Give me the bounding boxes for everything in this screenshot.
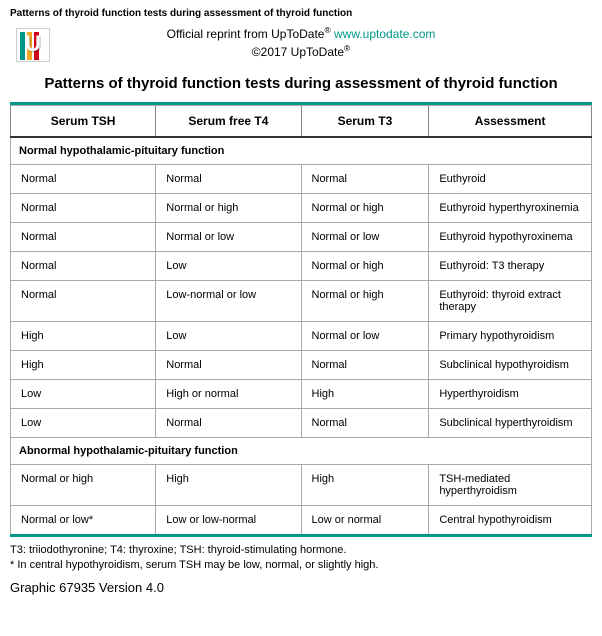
registered-mark: ® — [344, 43, 350, 53]
table-row: LowHigh or normalHighHyperthyroidism — [11, 380, 592, 409]
section-heading-row: Abnormal hypothalamic-pituitary function — [11, 438, 592, 465]
table-cell: Low — [11, 409, 156, 438]
table-cell: Normal — [156, 409, 301, 438]
table-cell: Normal — [11, 223, 156, 252]
top-caption: Patterns of thyroid function tests durin… — [10, 8, 592, 19]
table-cell: High — [156, 465, 301, 506]
table-cell: Normal — [11, 165, 156, 194]
section-heading: Normal hypothalamic-pituitary function — [11, 137, 592, 165]
table-row: HighNormalNormalSubclinical hypothyroidi… — [11, 351, 592, 380]
reprint-prefix: Official reprint from UpToDate — [167, 27, 325, 41]
thyroid-tests-table: Serum TSH Serum free T4 Serum T3 Assessm… — [10, 102, 592, 535]
copyright-line: ©2017 UpToDate® — [10, 43, 592, 59]
col-header-assessment: Assessment — [429, 106, 592, 138]
table-cell: Low-normal or low — [156, 281, 301, 322]
table-cell: Normal — [301, 351, 429, 380]
col-header-tsh: Serum TSH — [11, 106, 156, 138]
table-cell: Normal — [156, 165, 301, 194]
table-cell: Euthyroid hyperthyroxinemia — [429, 194, 592, 223]
table-cell: Normal or high — [301, 252, 429, 281]
table-cell: Normal — [301, 165, 429, 194]
footnote-asterisk: * In central hypothyroidism, serum TSH m… — [10, 558, 592, 573]
table-cell: Euthyroid: T3 therapy — [429, 252, 592, 281]
footnotes: T3: triiodothyronine; T4: thyroxine; TSH… — [10, 543, 592, 574]
page-title: Patterns of thyroid function tests durin… — [10, 75, 592, 92]
copyright-text: ©2017 UpToDate — [252, 45, 344, 59]
table-cell: Normal or low* — [11, 506, 156, 535]
table-cell: Normal or low — [301, 322, 429, 351]
table-cell: High — [301, 380, 429, 409]
table-cell: Normal or high — [301, 281, 429, 322]
table-cell: Low — [11, 380, 156, 409]
table-cell: Normal or high — [301, 194, 429, 223]
table-cell: Normal or high — [156, 194, 301, 223]
table-cell: Normal or low — [156, 223, 301, 252]
section-heading-row: Normal hypothalamic-pituitary function — [11, 137, 592, 165]
table-cell: Normal — [156, 351, 301, 380]
table-cell: Subclinical hyperthyroidism — [429, 409, 592, 438]
table-row: NormalNormalNormalEuthyroid — [11, 165, 592, 194]
table-cell: Subclinical hypothyroidism — [429, 351, 592, 380]
table-cell: High — [11, 351, 156, 380]
registered-mark: ® — [324, 25, 330, 35]
table-cell: Central hypothyroidism — [429, 506, 592, 535]
table-row: LowNormalNormalSubclinical hyperthyroidi… — [11, 409, 592, 438]
table-row: HighLowNormal or lowPrimary hypothyroidi… — [11, 322, 592, 351]
table-row: Normal or low*Low or low-normalLow or no… — [11, 506, 592, 535]
table-cell: Normal — [301, 409, 429, 438]
table-cell: Primary hypothyroidism — [429, 322, 592, 351]
table-cell: Low or low-normal — [156, 506, 301, 535]
table-cell: TSH-mediated hyperthyroidism — [429, 465, 592, 506]
table-cell: Euthyroid hypothyroxinema — [429, 223, 592, 252]
table-row: NormalLow-normal or lowNormal or highEut… — [11, 281, 592, 322]
table-row: Normal or highHighHighTSH-mediated hyper… — [11, 465, 592, 506]
table-cell: Euthyroid — [429, 165, 592, 194]
table-cell: Normal or high — [11, 465, 156, 506]
table-cell: Normal or low — [301, 223, 429, 252]
table-cell: Low — [156, 252, 301, 281]
table-cell: Hyperthyroidism — [429, 380, 592, 409]
footnote-abbrev: T3: triiodothyronine; T4: thyroxine; TSH… — [10, 543, 592, 558]
table-cell: Euthyroid: thyroid extract therapy — [429, 281, 592, 322]
graphic-version: Graphic 67935 Version 4.0 — [10, 580, 592, 595]
table-cell: Normal — [11, 252, 156, 281]
col-header-ft4: Serum free T4 — [156, 106, 301, 138]
table-cell: High — [11, 322, 156, 351]
table-cell: Low or normal — [301, 506, 429, 535]
uptodate-logo: U — [16, 28, 50, 62]
table-cell: High or normal — [156, 380, 301, 409]
table-cell: Normal — [11, 281, 156, 322]
section-heading: Abnormal hypothalamic-pituitary function — [11, 438, 592, 465]
uptodate-link[interactable]: www.uptodate.com — [334, 27, 435, 41]
col-header-t3: Serum T3 — [301, 106, 429, 138]
table-row: NormalNormal or lowNormal or lowEuthyroi… — [11, 223, 592, 252]
table-cell: Normal — [11, 194, 156, 223]
reprint-line: Official reprint from UpToDate® www.upto… — [10, 25, 592, 41]
table-row: NormalLowNormal or highEuthyroid: T3 the… — [11, 252, 592, 281]
table-cell: Low — [156, 322, 301, 351]
table-cell: High — [301, 465, 429, 506]
table-row: NormalNormal or highNormal or highEuthyr… — [11, 194, 592, 223]
table-bottom-rule — [10, 534, 592, 537]
table-header-row: Serum TSH Serum free T4 Serum T3 Assessm… — [11, 106, 592, 138]
